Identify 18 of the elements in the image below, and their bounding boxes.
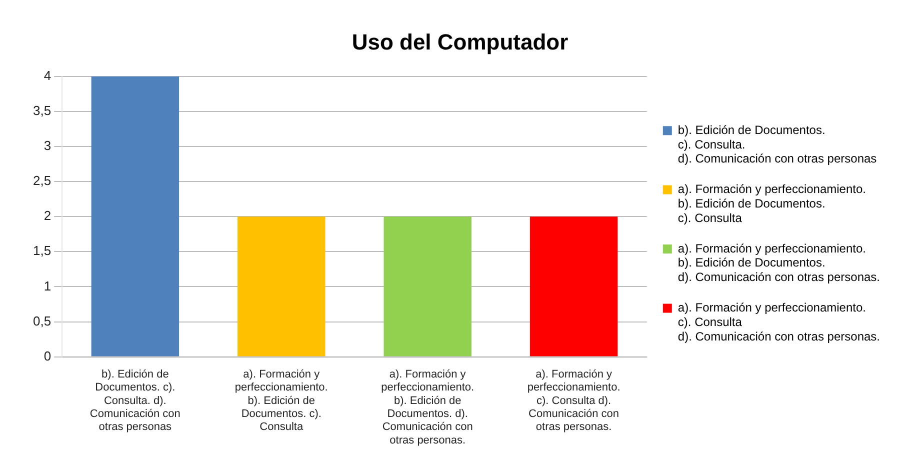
y-tick-label: 1,5	[32, 243, 52, 258]
x-tick-label: b). Edición de Documentos. c). Consulta. d). Comunicación con otras personas	[90, 368, 180, 434]
chart-title: Uso del Computador	[352, 29, 569, 54]
legend-label: b). Edición de Documentos. c). Consulta. d). Comunicación con otras personas	[678, 122, 877, 166]
y-tick-label: 3,5	[32, 103, 52, 118]
y-tick-label: 3	[44, 138, 52, 154]
legend-label: a). Formación y perfeccionamiento. b). Edición de Documentos. c). Consulta	[678, 182, 866, 225]
legend-label: a). Formación y perfeccionamiento. b). Edición de Documentos. d). Comunicación con otras personas.	[678, 241, 880, 284]
y-tick-label: 0,5	[32, 313, 52, 328]
x-tick-label: a). Formación y perfeccionamiento. b). Edición de Documentos. c). Consulta	[234, 368, 328, 434]
y-tick-label: 2	[44, 208, 52, 224]
y-tick-label: 4	[44, 68, 52, 83]
x-tick-label: a). Formación y perfeccionamiento. c). Consulta d). Comunicación con otras personas.	[527, 368, 620, 434]
y-tick-label: 0	[44, 348, 52, 364]
legend-label: a). Formación y perfeccionamiento. c). Consulta d). Comunicación con otras personas.	[678, 300, 880, 344]
y-tick-label: 2,5	[32, 173, 52, 188]
y-tick-label: 1	[44, 278, 52, 294]
x-tick-label: a). Formación y perfeccionamiento. b). Edición de Documentos. d). Comunicación con otras personas.	[381, 368, 474, 446]
